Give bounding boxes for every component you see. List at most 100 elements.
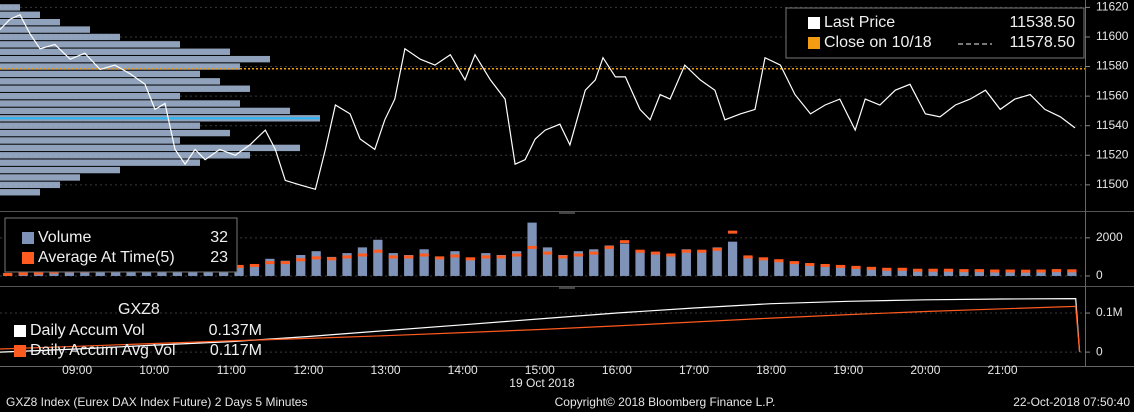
average-marker [265, 261, 275, 265]
average-marker [681, 249, 691, 253]
legend-label: Daily Accum Vol [30, 322, 145, 339]
legend-label: Close on 10/18 [824, 34, 932, 51]
volume-bar [512, 251, 522, 276]
average-marker [1005, 269, 1015, 273]
volume-bar [928, 269, 938, 276]
profile-bar [0, 144, 300, 152]
volume-bar [943, 270, 954, 276]
average-marker [234, 264, 244, 268]
average-marker [33, 271, 44, 275]
average-marker [928, 268, 938, 272]
average-marker [620, 240, 630, 244]
average-marker [805, 263, 815, 267]
profile-bar [0, 166, 120, 174]
average-marker [851, 265, 861, 269]
x-axis-label: 19 Oct 2018 [509, 376, 575, 390]
volume-bar [589, 249, 599, 276]
volume-bar [434, 256, 445, 276]
volume-bar [820, 266, 830, 276]
average-marker [974, 269, 984, 273]
y-tick-label: 11620 [1096, 0, 1129, 14]
y-tick-label: 11520 [1096, 147, 1129, 161]
average-marker [357, 253, 368, 257]
volume-bar [913, 270, 923, 276]
average-marker [650, 251, 661, 255]
volume-bar [481, 253, 491, 276]
x-tick-label: 09:00 [62, 363, 92, 377]
average-marker [820, 263, 830, 267]
profile-bar [0, 26, 90, 33]
average-marker [712, 247, 722, 251]
x-tick-label: 16:00 [602, 363, 632, 377]
volume-bar [743, 256, 753, 276]
volume-bar [851, 268, 861, 276]
legend-value: 32 [210, 229, 228, 246]
legend-label: Daily Accum Avg Vol [30, 342, 176, 359]
profile-bar [0, 63, 240, 70]
volume-bar [311, 251, 321, 276]
profile-bar [0, 33, 120, 41]
volume-bar [342, 253, 352, 276]
average-marker [388, 255, 398, 259]
volume-bar [604, 245, 614, 276]
volume-bar [727, 241, 738, 276]
footer-left: GXZ8 Index (Eurex DAX Index Future) 2 Da… [6, 395, 307, 409]
volume-bar [712, 247, 722, 276]
average-marker [1067, 269, 1077, 273]
average-marker [558, 255, 568, 259]
average-marker [1020, 269, 1031, 273]
x-tick-label: 13:00 [371, 363, 401, 377]
average-marker [697, 249, 707, 253]
profile-bar [0, 100, 240, 107]
average-marker [280, 261, 290, 265]
average-marker [758, 257, 769, 261]
volume-bar [990, 271, 1000, 276]
volume-bar [542, 247, 553, 276]
legend-swatch [14, 325, 26, 337]
volume-bar [835, 266, 846, 276]
profile-bar [0, 18, 60, 26]
profile-bar [0, 137, 180, 144]
average-marker [434, 256, 445, 260]
legend-box [785, 7, 1085, 59]
legend-box [4, 217, 238, 273]
volume-bar [265, 258, 275, 276]
volume-bar [558, 255, 568, 276]
volume-bar [959, 271, 969, 276]
average-marker [882, 267, 892, 271]
volume-bar [635, 251, 645, 276]
x-tick-label: 21:00 [987, 363, 1017, 377]
average-marker [1036, 269, 1046, 273]
y-tick-label: 11540 [1096, 118, 1129, 132]
average-marker [326, 257, 337, 261]
footer-center: Copyright© 2018 Bloomberg Finance L.P. [555, 395, 776, 409]
y-tick-label: 11600 [1096, 29, 1129, 43]
series-line [0, 305, 1081, 353]
profile-bar [0, 159, 200, 166]
x-tick-label: 10:00 [139, 363, 169, 377]
volume-bar [1067, 270, 1077, 276]
legend-label: Average At Time(5) [38, 249, 175, 266]
profile-bar [0, 41, 180, 48]
average-marker [666, 253, 676, 257]
y-tick-label: 2000 [1096, 230, 1123, 244]
profile-bar [0, 181, 60, 189]
average-marker [465, 257, 476, 261]
profile-bar [0, 78, 220, 85]
volume-bar [388, 253, 398, 276]
x-tick-label: 19:00 [833, 363, 863, 377]
volume-bar [249, 264, 260, 276]
volume-bar [774, 260, 784, 276]
y-tick-label: 11500 [1096, 177, 1129, 191]
legend-swatch [22, 232, 34, 244]
average-marker [496, 255, 506, 259]
volume-bar [280, 260, 290, 276]
volume-bar [234, 266, 244, 276]
volume-bar [666, 255, 676, 276]
average-marker [913, 268, 923, 272]
legend-value: 11578.50 [1009, 34, 1075, 51]
volume-bar [373, 239, 383, 276]
average-marker [990, 269, 1000, 273]
